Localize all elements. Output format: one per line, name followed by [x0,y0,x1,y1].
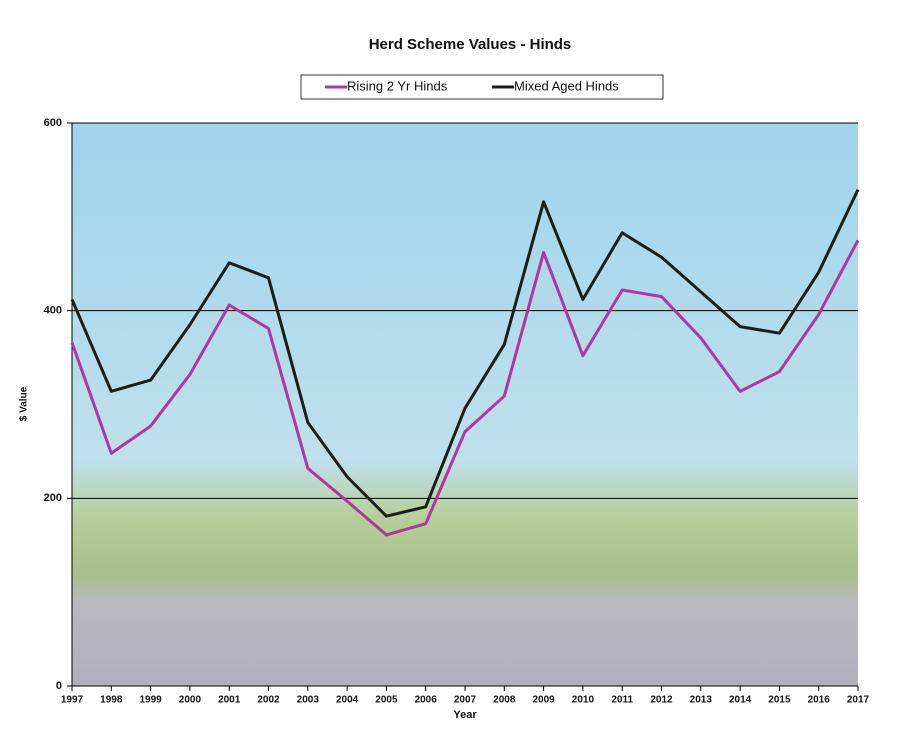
x-tick-label: 2012 [650,695,673,706]
legend-label: Mixed Aged Hinds [514,78,619,93]
x-tick-label: 2006 [415,695,438,706]
legend-label: Rising 2 Yr Hinds [347,78,448,93]
y-tick-label: 200 [44,492,62,504]
legend-box [300,74,664,100]
series-line [70,188,860,518]
x-tick-label: 2004 [336,695,359,706]
plot-background [72,123,858,686]
x-tick-label: 1997 [61,695,84,706]
x-tick-label: 2002 [257,695,280,706]
x-tick-label: 1998 [100,695,123,706]
chart-title: Herd Scheme Values - Hinds [369,36,572,53]
x-tick-label: 2013 [690,695,713,706]
x-tick-label: 2007 [454,695,477,706]
y-tick-label: 600 [44,117,62,129]
x-tick-label: 2010 [572,695,595,706]
x-axis-label: Year [453,709,477,721]
y-axis-label: $ Value [19,386,30,421]
x-tick-label: 2016 [808,695,831,706]
y-tick-label: 0 [56,680,62,692]
x-tick-label: 2000 [179,695,202,706]
x-tick-label: 2015 [768,695,791,706]
x-tick-label: 2005 [375,695,398,706]
x-tick-label: 2017 [847,695,870,706]
series-line [70,239,860,537]
x-tick-label: 2011 [611,695,633,706]
y-tick-label: 400 [44,305,62,317]
x-tick-label: 2001 [218,695,241,706]
x-tick-label: 1999 [139,695,162,706]
x-tick-label: 2003 [297,695,320,706]
x-tick-label: 2008 [493,695,516,706]
x-tick-label: 2014 [729,695,752,706]
x-tick-label: 2009 [532,695,555,706]
